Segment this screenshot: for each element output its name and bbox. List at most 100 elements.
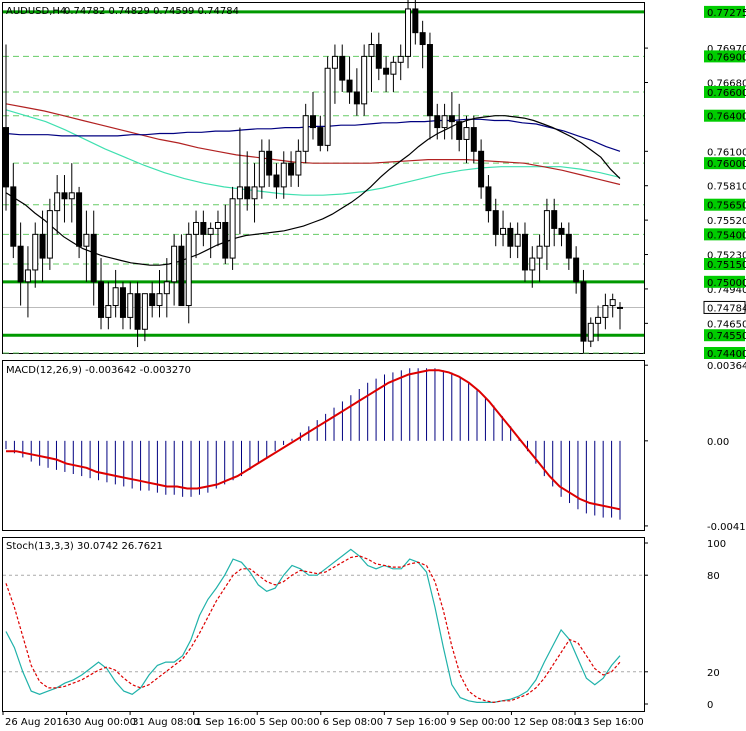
candle-body [551,210,558,229]
macd-signal-line [6,369,621,511]
candle-body [470,127,477,152]
candle-body [46,210,53,259]
candle-body [266,150,273,176]
candle-body [383,67,390,75]
stoch-axis-label: 100 [707,539,726,550]
time-tick-label: 9 Sep 00:00 [450,717,510,728]
candle-body [90,233,97,283]
price-tick-label: 0.74940 [707,285,746,296]
level-label-box [704,109,745,122]
candle-body [419,32,426,46]
level-label: 0.74550 [707,331,746,342]
level-label-box [704,275,745,288]
price-tick-label: 0.75230 [707,251,746,262]
macd-title: MACD(12,26,9) -0.003642 -0.003270 [6,365,191,376]
candle-body [317,127,324,146]
level-label-box [704,157,745,170]
candle-body [288,162,295,176]
candle-body [361,55,368,105]
candle-body [222,221,229,259]
price-tick-label: 0.76680 [707,78,746,89]
candle-body [280,162,287,188]
candle-body [434,115,441,129]
candle-body [236,186,243,200]
candle-body [492,210,499,235]
macd-panel-frame [2,360,645,531]
candle-body [448,115,455,123]
candle-body [529,257,536,271]
candle-body [405,8,412,57]
stoch-axis-label: 20 [707,668,720,679]
current-price-box [703,300,746,314]
time-tick-label: 12 Sep 08:00 [513,717,580,728]
candle-body [76,192,83,247]
price-tick-label: 0.76100 [707,147,746,158]
ma-black-line [5,115,621,266]
candle-body [346,79,353,93]
candle-body [127,293,134,318]
ohlc-readout: 0.74782 0.74829 0.74599 0.74784 [64,6,239,17]
candle-body [375,44,382,69]
candle-body [302,115,309,152]
macd-axis-label: -0.004103 [707,522,746,533]
candle-body [229,198,236,259]
candle-body [3,127,9,188]
candle-body [200,221,207,235]
level-label: 0.76400 [707,112,746,123]
candle-body [609,299,616,307]
candle-body [17,245,24,283]
candle-body [463,127,470,140]
candle-body [543,210,550,247]
candle-body [24,269,31,283]
time-tick-label: 13 Sep 16:00 [577,717,644,728]
price-tick-label: 0.74650 [707,319,746,330]
time-tick-label: 26 Aug 2016 [5,717,69,728]
candle-body [185,233,192,307]
candle-body [397,55,404,63]
candle-body [507,227,514,247]
level-label: 0.74400 [707,349,746,360]
candle-body [105,305,112,318]
candle-body [112,287,119,307]
level-label: 0.76000 [707,159,746,170]
time-tick-label: 1 Sep 16:00 [196,717,256,728]
candle-body [119,287,126,318]
current-price-label: 0.74784 [707,303,746,314]
candle-body [324,67,331,146]
candle-body [171,245,178,283]
candle-body [485,186,492,212]
candle-body [244,186,251,200]
macd-axis-label: 0.003648 [707,361,746,372]
candle-body [134,293,141,330]
macd-indicator: 0.003648 0.00 -0.004103 [5,361,746,533]
level-label: 0.76900 [707,52,746,63]
price-levels [3,10,644,354]
candle-body [331,55,338,69]
candle-body [141,293,148,330]
level-label: 0.77275 [707,8,746,19]
stoch-main-line [5,548,621,704]
stochastic-indicator: 100 80 20 0 [3,539,726,711]
time-tick-label: 30 Aug 00:00 [69,717,136,728]
candle-body [273,174,280,188]
level-label: 0.75000 [707,278,746,289]
time-tick-label: 5 Sep 00:00 [259,717,319,728]
candle-body [163,281,170,295]
level-label-box [704,258,745,271]
ma-red-line [5,103,621,186]
candle-body [536,245,543,259]
level-label-box [704,198,745,211]
candle-body [258,150,265,188]
candle-body [98,281,105,318]
candle-body [617,306,623,309]
candle-body [310,115,316,129]
candle-body [500,227,507,235]
time-tick-label: 6 Sep 08:00 [323,717,383,728]
candle-body [156,293,163,307]
candle-body [353,91,360,105]
price-tick-label: 0.75520 [707,216,746,227]
price-axis: 0.76970 0.76680 0.76100 0.75810 0.75520 0.752… [644,5,746,360]
